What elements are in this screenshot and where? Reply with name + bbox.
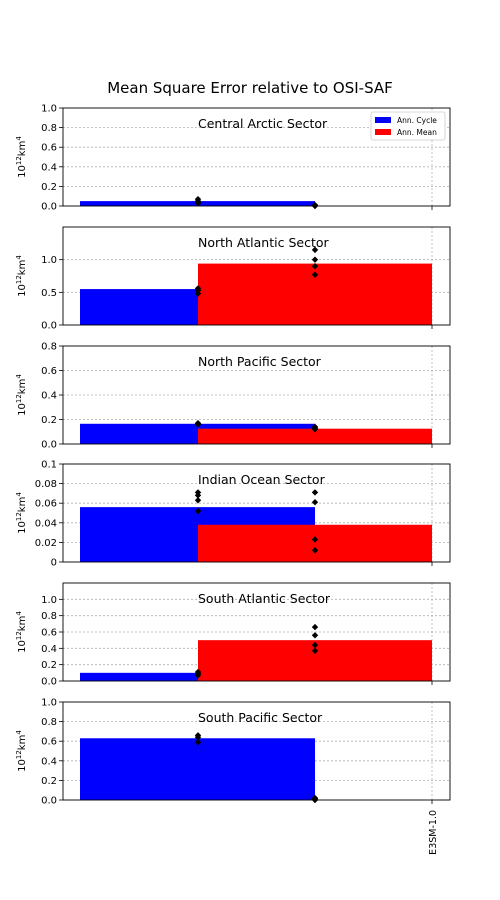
data-point [311,499,319,506]
y-axis-label: 1012km4 [15,492,28,534]
data-point [311,201,319,209]
data-point [311,271,319,278]
y-tick-label: 0.2 [41,182,57,193]
axes-frame [62,226,451,326]
data-point [194,285,202,292]
sector-title: North Pacific Sector [198,354,322,369]
axes-frame [62,582,451,682]
y-axis-label: 1012km4 [15,730,28,772]
bar-ann-mean [198,428,432,444]
y-tick-label: 0.8 [41,123,57,134]
y-tick-label: 1.0 [41,595,57,606]
y-tick-label: 0.08 [35,479,57,490]
x-tick-label: E3SM-1.0 [428,810,439,855]
axes-frame [62,701,451,801]
y-tick-label: 0.0 [41,202,57,213]
y-axis-label: 1012km4 [15,255,28,297]
data-point [311,489,319,496]
y-tick-label: 0.06 [35,499,57,510]
sector-title: Central Arctic Sector [198,116,328,131]
data-point [194,732,202,739]
y-tick-label: 0.0 [41,440,57,451]
data-point [194,489,202,496]
y-tick-label: 0.6 [41,366,57,377]
y-tick-label: 0.0 [41,796,57,807]
legend-label: Ann. Cycle [397,116,437,125]
y-tick-label: 0.8 [41,717,57,728]
y-tick-label: 0.8 [41,611,57,622]
panel-6: 0.0 0.2 0.4 0.6 0.8 1.0 South Pacific Sector 10… [15,698,451,807]
legend: Ann. Cycle Ann. Mean [370,111,446,141]
y-tick-label: 1.0 [41,255,57,266]
legend-swatch [375,117,391,123]
y-tick-label: 0.4 [41,644,57,655]
y-tick-label: 0.2 [41,660,57,671]
data-point [194,419,202,427]
panel-2: 0.0 0.5 1.0 North Atlantic Sector 1012km4 [15,226,451,332]
sector-title: South Pacific Sector [198,710,323,725]
y-tick-label: 0.5 [41,288,57,299]
data-point [311,547,319,554]
y-tick-label: 0.0 [41,321,57,332]
panels: 0.0 0.2 0.4 0.6 0.8 1.0 Central Arctic Sector 1… [15,104,451,855]
panel-3: 0.0 0.2 0.4 0.6 0.8 North Pacific Sector 1012k… [15,342,451,451]
y-tick-label: 0.4 [41,391,57,402]
y-tick-label: 0.6 [41,143,57,154]
data-point [194,497,202,504]
data-point [311,256,319,263]
y-tick-label: 0.0 [41,677,57,688]
data-point [311,647,319,654]
y-axis-label: 1012km4 [15,136,28,178]
legend-label: Ann. Mean [397,128,437,137]
panel-1: 0.0 0.2 0.4 0.6 0.8 1.0 Central Arctic Sector 1… [15,104,451,213]
y-tick-label: 0.4 [41,756,57,767]
data-point [311,632,319,639]
data-point [311,536,319,543]
data-point [194,668,202,676]
axes-frame [62,107,451,207]
y-tick-label: 0.2 [41,776,57,787]
axes-frame [62,463,451,563]
figure-title: Mean Square Error relative to OSI-SAF [107,79,393,97]
legend-swatch [375,129,391,135]
y-axis-label: 1012km4 [15,611,28,653]
y-tick-label: 0 [51,558,57,569]
bar-ann-mean [198,524,432,562]
sector-title: North Atlantic Sector [198,235,329,250]
axes-frame [62,345,451,445]
y-tick-label: 0.2 [41,415,57,426]
sector-title: South Atlantic Sector [198,591,331,606]
bar-ann-cycle [80,738,315,800]
y-tick-label: 0.6 [41,628,57,639]
sector-title: Indian Ocean Sector [198,472,326,487]
data-point [194,507,202,515]
y-tick-label: 0.4 [41,162,57,173]
y-axis-label: 1012km4 [15,374,28,416]
data-point [311,623,319,631]
data-point [194,198,202,206]
y-tick-label: 0.1 [41,460,57,471]
panel-4: 0 0.02 0.04 0.06 0.08 0.1 Indian Ocean Sector 1… [15,460,451,569]
y-tick-label: 1.0 [41,104,57,115]
y-tick-label: 0.04 [35,518,57,529]
y-tick-label: 1.0 [41,698,57,709]
y-tick-label: 0.8 [41,342,57,353]
data-point [311,246,319,254]
data-point [311,263,319,270]
data-point [311,423,319,431]
panel-5: 0.0 0.2 0.4 0.6 0.8 1.0 South Atlantic Sector 1… [15,582,451,688]
data-point [311,794,319,802]
data-point [194,290,202,297]
data-point [311,641,319,649]
y-tick-label: 0.6 [41,737,57,748]
y-tick-label: 0.02 [35,538,57,549]
data-point [194,738,202,746]
